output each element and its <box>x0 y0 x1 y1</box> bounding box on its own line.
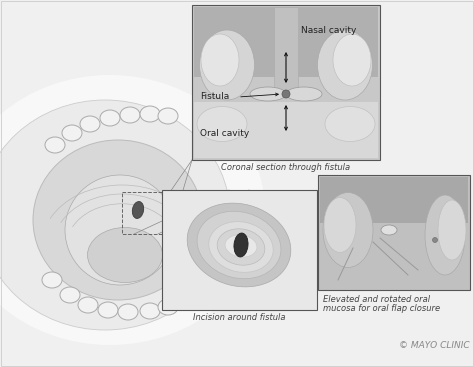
Ellipse shape <box>0 100 230 330</box>
Ellipse shape <box>33 140 203 300</box>
Ellipse shape <box>98 302 118 318</box>
Bar <box>194 102 378 158</box>
Ellipse shape <box>234 233 248 257</box>
Ellipse shape <box>425 195 465 275</box>
Ellipse shape <box>333 34 371 86</box>
Bar <box>192 5 380 160</box>
Ellipse shape <box>140 106 160 122</box>
Ellipse shape <box>381 225 397 235</box>
Ellipse shape <box>432 237 438 243</box>
Ellipse shape <box>225 235 257 257</box>
Text: Incision around fistula: Incision around fistula <box>193 313 285 322</box>
Ellipse shape <box>0 75 265 345</box>
Ellipse shape <box>80 116 100 132</box>
Ellipse shape <box>140 303 160 319</box>
Ellipse shape <box>325 106 375 142</box>
Ellipse shape <box>120 107 140 123</box>
Text: Coronal section through fistula: Coronal section through fistula <box>221 163 351 172</box>
Ellipse shape <box>158 108 178 124</box>
Text: Elevated and rotated oral: Elevated and rotated oral <box>323 295 430 304</box>
Ellipse shape <box>209 222 273 272</box>
Ellipse shape <box>200 30 255 100</box>
Ellipse shape <box>217 229 265 265</box>
Ellipse shape <box>282 90 290 98</box>
Ellipse shape <box>197 106 247 142</box>
Ellipse shape <box>65 175 175 285</box>
Ellipse shape <box>187 203 291 287</box>
Ellipse shape <box>42 272 62 288</box>
Text: Oral cavity: Oral cavity <box>200 129 249 138</box>
Ellipse shape <box>62 125 82 141</box>
Ellipse shape <box>158 299 178 315</box>
Bar <box>122 192 170 234</box>
Ellipse shape <box>250 87 286 101</box>
Ellipse shape <box>60 287 80 303</box>
Ellipse shape <box>286 87 322 101</box>
Bar <box>194 7 378 77</box>
Text: Fistula: Fistula <box>200 92 229 101</box>
Ellipse shape <box>132 201 144 218</box>
Ellipse shape <box>197 211 281 279</box>
Bar <box>318 175 470 290</box>
Text: mucosa for oral flap closure: mucosa for oral flap closure <box>323 304 440 313</box>
Ellipse shape <box>88 228 163 283</box>
Ellipse shape <box>318 30 373 100</box>
Ellipse shape <box>438 200 466 260</box>
Ellipse shape <box>45 137 65 153</box>
Ellipse shape <box>201 34 239 86</box>
Ellipse shape <box>100 110 120 126</box>
Text: © MAYO CLINIC: © MAYO CLINIC <box>400 341 470 350</box>
Bar <box>274 7 298 92</box>
Bar <box>162 190 317 310</box>
Text: Nasal cavity: Nasal cavity <box>301 26 356 35</box>
Ellipse shape <box>323 193 373 268</box>
Ellipse shape <box>78 297 98 313</box>
Ellipse shape <box>118 304 138 320</box>
Bar <box>320 177 468 223</box>
Ellipse shape <box>324 197 356 252</box>
